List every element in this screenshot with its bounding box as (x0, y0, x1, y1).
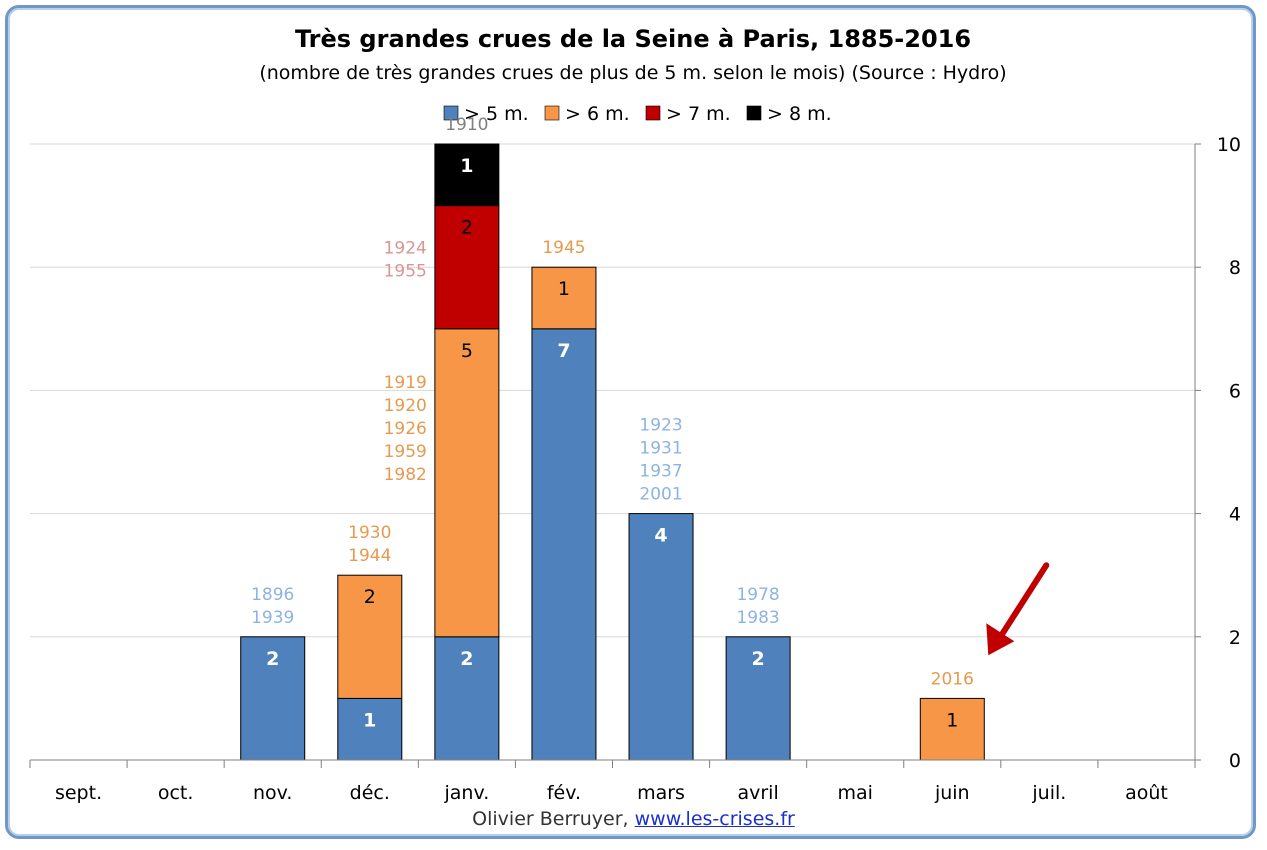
year-annotation-mars-2001: 2001 (639, 485, 682, 505)
bar-fév.-s1 (531, 266, 597, 330)
year-annotation-fév.-1945: 1945 (542, 238, 585, 258)
bar-value-label-janv.-s2: 2 (461, 217, 473, 239)
credit-author: Olivier Berruyer, (472, 808, 629, 830)
year-annotation-mars-1937: 1937 (639, 462, 682, 482)
bar-janv.-s3 (434, 143, 500, 207)
bar-value-label-avril-s0: 2 (752, 648, 765, 670)
bar-mars-s0 (628, 513, 694, 761)
y-tick-label-0: 0 (1229, 750, 1241, 772)
bar-value-label-janv.-s3: 1 (460, 155, 473, 177)
year-annotation-avril-1978: 1978 (736, 585, 779, 605)
legend-swatch-0 (443, 105, 459, 121)
year-annotation-nov.-1896: 1896 (251, 585, 294, 605)
x-tick-label-mars: mars (637, 782, 685, 804)
bar-nov.-s0 (240, 636, 306, 761)
bar-value-label-mars-s0: 4 (654, 525, 667, 547)
y-tick-label-4: 4 (1229, 504, 1241, 526)
bar-value-label-nov.-s0: 2 (266, 648, 279, 670)
bar-janv.-s1 (434, 328, 500, 638)
highlight-arrow-shaft (993, 562, 1050, 647)
year-annotation-mars-1923: 1923 (639, 416, 682, 436)
year-annotation-janv.-1982: 1982 (384, 465, 427, 485)
x-tick-label-fév.: fév. (547, 782, 581, 804)
x-tick-label-janv.: janv. (443, 782, 489, 804)
highlight-arrow-head (986, 623, 1015, 656)
year-annotation-janv.-1955: 1955 (384, 262, 427, 282)
y-tick-label-10: 10 (1217, 134, 1241, 156)
year-annotation-janv.-1926: 1926 (384, 419, 427, 439)
bar-value-label-fév.-s1: 1 (558, 278, 570, 300)
bar-value-label-juin-s1: 1 (946, 709, 958, 731)
x-tick-label-juil.: juil. (1031, 782, 1066, 804)
year-annotation-avril-1983: 1983 (736, 608, 779, 628)
x-tick-label-sept.: sept. (55, 782, 102, 804)
chart-subtitle: (nombre de très grandes crues de plus de… (259, 62, 1006, 84)
year-annotation-janv.-1924: 1924 (384, 239, 427, 259)
bar-déc.-s1 (337, 574, 403, 699)
bar-juin-s1 (919, 697, 985, 761)
credit-link[interactable]: www.les-crises.fr (634, 808, 795, 830)
bar-value-label-janv.-s0: 2 (460, 648, 473, 670)
year-annotation-janv.-1910: 1910 (445, 115, 488, 135)
credit-line: Olivier Berruyer, www.les-crises.fr (0, 808, 1267, 830)
x-tick-label-août: août (1125, 782, 1168, 804)
legend-swatch-3 (746, 105, 762, 121)
legend-label-0: > 5 m. (464, 103, 529, 125)
x-tick-label-juin: juin (934, 782, 970, 804)
x-tick-label-avril: avril (737, 782, 778, 804)
x-tick-label-nov.: nov. (253, 782, 292, 804)
year-annotation-mars-1931: 1931 (639, 439, 682, 459)
bar-déc.-s0 (337, 697, 403, 761)
year-annotation-déc.-1944: 1944 (348, 546, 391, 566)
legend-label-2: > 7 m. (666, 103, 731, 125)
year-annotation-juin-2016: 2016 (931, 669, 974, 689)
bar-fév.-s0 (531, 328, 597, 761)
legend-label-1: > 6 m. (565, 103, 630, 125)
y-tick-label-8: 8 (1229, 257, 1241, 279)
bar-value-label-déc.-s0: 1 (363, 709, 376, 731)
year-annotation-janv.-1959: 1959 (384, 442, 427, 462)
bar-value-label-fév.-s0: 7 (557, 340, 570, 362)
x-tick-label-mai: mai (837, 782, 872, 804)
year-annotation-déc.-1930: 1930 (348, 523, 391, 543)
bar-value-label-déc.-s1: 2 (364, 586, 376, 608)
x-tick-label-oct.: oct. (158, 782, 194, 804)
legend-label-3: > 8 m. (767, 103, 832, 125)
y-tick-label-6: 6 (1229, 380, 1241, 402)
bar-value-label-janv.-s1: 5 (461, 340, 473, 362)
chart-title: Très grandes crues de la Seine à Paris, … (295, 25, 971, 53)
year-annotation-janv.-1920: 1920 (384, 396, 427, 416)
y-tick-label-2: 2 (1229, 627, 1241, 649)
legend-swatch-2 (645, 105, 661, 121)
legend-swatch-1 (544, 105, 560, 121)
bar-avril-s0 (725, 636, 791, 761)
bar-janv.-s2 (434, 205, 500, 330)
year-annotation-nov.-1939: 1939 (251, 608, 294, 628)
year-annotation-janv.-1919: 1919 (384, 373, 427, 393)
x-tick-label-déc.: déc. (350, 782, 390, 804)
